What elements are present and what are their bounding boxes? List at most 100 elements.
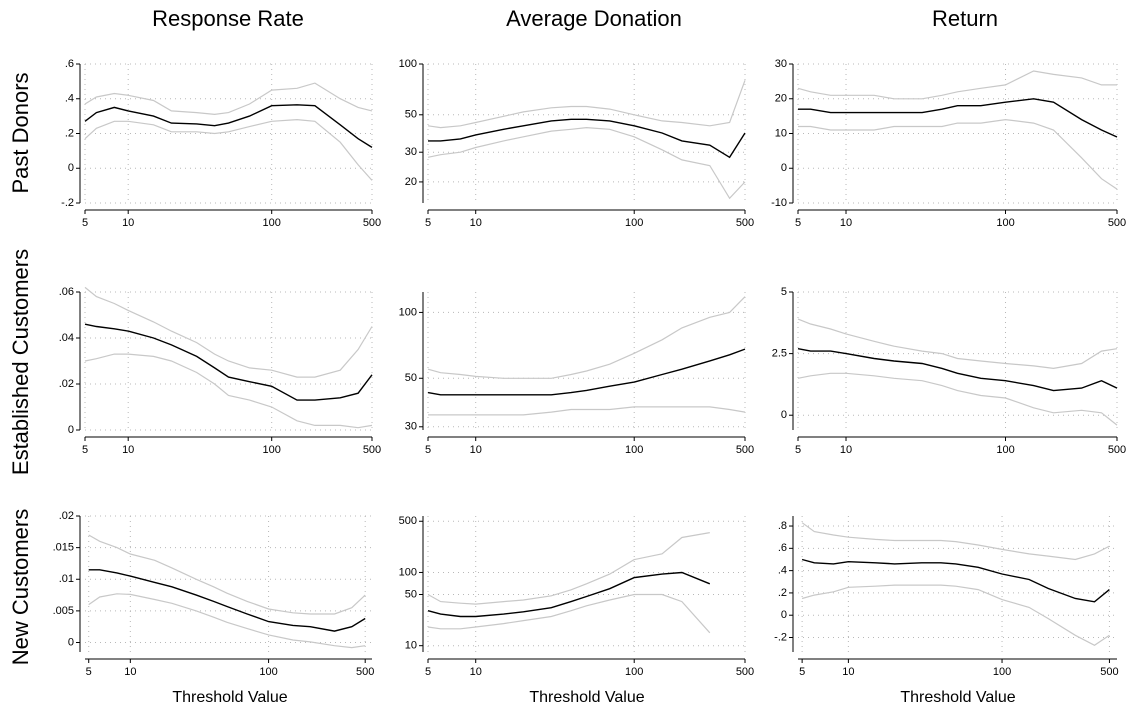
x-tick-label: 5	[82, 217, 88, 229]
x-axis-label: Threshold Value	[900, 689, 1015, 706]
x-tick-label: 100	[993, 666, 1011, 678]
y-tick-label: -.2	[774, 631, 787, 643]
y-tick-label: 100	[399, 58, 417, 70]
y-tick-label: .2	[778, 587, 787, 599]
series-line	[84, 82, 373, 116]
x-tick-label: 500	[1108, 444, 1126, 456]
y-tick-label: 50	[405, 372, 417, 384]
y-tick-label: -.2	[61, 197, 74, 209]
x-tick-label: 500	[363, 444, 381, 456]
y-tick-label: .6	[65, 58, 74, 70]
y-tick-label: .02	[59, 378, 74, 390]
x-tick-label: 5	[86, 666, 92, 678]
y-tick-label: 30	[775, 58, 787, 70]
x-tick-label: 10	[842, 666, 854, 678]
y-tick-label: 10	[775, 127, 787, 139]
y-tick-label: 30	[405, 146, 417, 158]
y-tick-label: 100	[399, 306, 417, 318]
y-tick-label: 0	[781, 162, 787, 174]
x-tick-label: 100	[996, 444, 1014, 456]
y-tick-label: .01	[59, 573, 74, 585]
x-tick-label: 5	[82, 444, 88, 456]
row-title: Past Donors	[8, 72, 33, 193]
x-tick-label: 10	[122, 444, 134, 456]
series-line	[801, 584, 1110, 646]
series-line	[84, 323, 373, 401]
y-tick-label: 0	[781, 609, 787, 621]
y-tick-label: .4	[65, 93, 74, 105]
y-tick-label: 10	[405, 640, 417, 652]
x-tick-label: 5	[799, 666, 805, 678]
x-tick-label: 10	[470, 444, 482, 456]
y-tick-label: 500	[399, 515, 417, 527]
y-tick-label: 2.5	[772, 348, 787, 360]
series-line	[797, 318, 1118, 370]
x-tick-label: 10	[840, 444, 852, 456]
x-tick-label: 5	[795, 217, 801, 229]
y-tick-label: 20	[775, 93, 787, 105]
column-title: Response Rate	[152, 6, 304, 31]
series-line	[801, 522, 1110, 561]
y-tick-label: 50	[405, 109, 417, 121]
x-tick-label: 10	[470, 666, 482, 678]
y-tick-label: .06	[59, 286, 74, 298]
row-title: Established Customers	[8, 249, 33, 475]
x-tick-label: 10	[122, 217, 134, 229]
x-tick-label: 10	[124, 666, 136, 678]
x-tick-label: 5	[425, 217, 431, 229]
x-tick-label: 500	[736, 217, 754, 229]
x-tick-label: 10	[840, 217, 852, 229]
y-tick-label: 100	[399, 566, 417, 578]
x-tick-label: 5	[425, 666, 431, 678]
series-line	[427, 296, 746, 379]
x-tick-label: 100	[259, 666, 277, 678]
series-line	[88, 593, 366, 649]
series-line	[427, 593, 711, 634]
column-title: Return	[932, 6, 998, 31]
series-line	[84, 286, 373, 378]
x-tick-label: 100	[625, 217, 643, 229]
y-tick-label: .015	[53, 542, 74, 554]
y-tick-label: .04	[59, 332, 74, 344]
x-tick-label: 5	[425, 444, 431, 456]
series-line	[801, 558, 1110, 603]
y-tick-label: .6	[778, 542, 787, 554]
x-tick-label: 500	[1108, 217, 1126, 229]
series-line	[84, 353, 373, 429]
y-tick-label: .005	[53, 605, 74, 617]
row-title: New Customers	[8, 509, 33, 665]
series-line	[427, 126, 746, 200]
series-line	[797, 70, 1117, 100]
x-tick-label: 500	[736, 444, 754, 456]
series-line	[428, 118, 746, 159]
x-tick-label: 500	[1100, 666, 1118, 678]
x-tick-label: 100	[996, 217, 1014, 229]
x-tick-label: 10	[470, 217, 482, 229]
y-tick-label: 30	[405, 421, 417, 433]
x-axis-label: Threshold Value	[172, 689, 287, 706]
x-axis-label: Threshold Value	[529, 689, 644, 706]
y-tick-label: .4	[778, 565, 787, 577]
column-title: Average Donation	[506, 6, 682, 31]
series-line	[427, 532, 710, 605]
x-tick-label: 100	[625, 444, 643, 456]
x-tick-label: 100	[263, 217, 281, 229]
y-tick-label: 0	[68, 162, 74, 174]
x-tick-label: 500	[736, 666, 754, 678]
series-line	[88, 534, 366, 615]
x-tick-label: 100	[263, 444, 281, 456]
series-line	[427, 571, 711, 618]
series-line	[798, 98, 1118, 138]
series-line	[798, 118, 1118, 190]
series-line	[427, 80, 746, 129]
y-tick-label: 5	[781, 286, 787, 298]
series-line	[84, 118, 373, 181]
series-line	[427, 348, 746, 396]
series-line	[797, 348, 1118, 392]
series-line	[88, 569, 366, 632]
x-tick-label: 500	[356, 666, 374, 678]
y-tick-label: .02	[59, 510, 74, 522]
x-tick-label: 5	[795, 444, 801, 456]
x-tick-label: 500	[363, 217, 381, 229]
